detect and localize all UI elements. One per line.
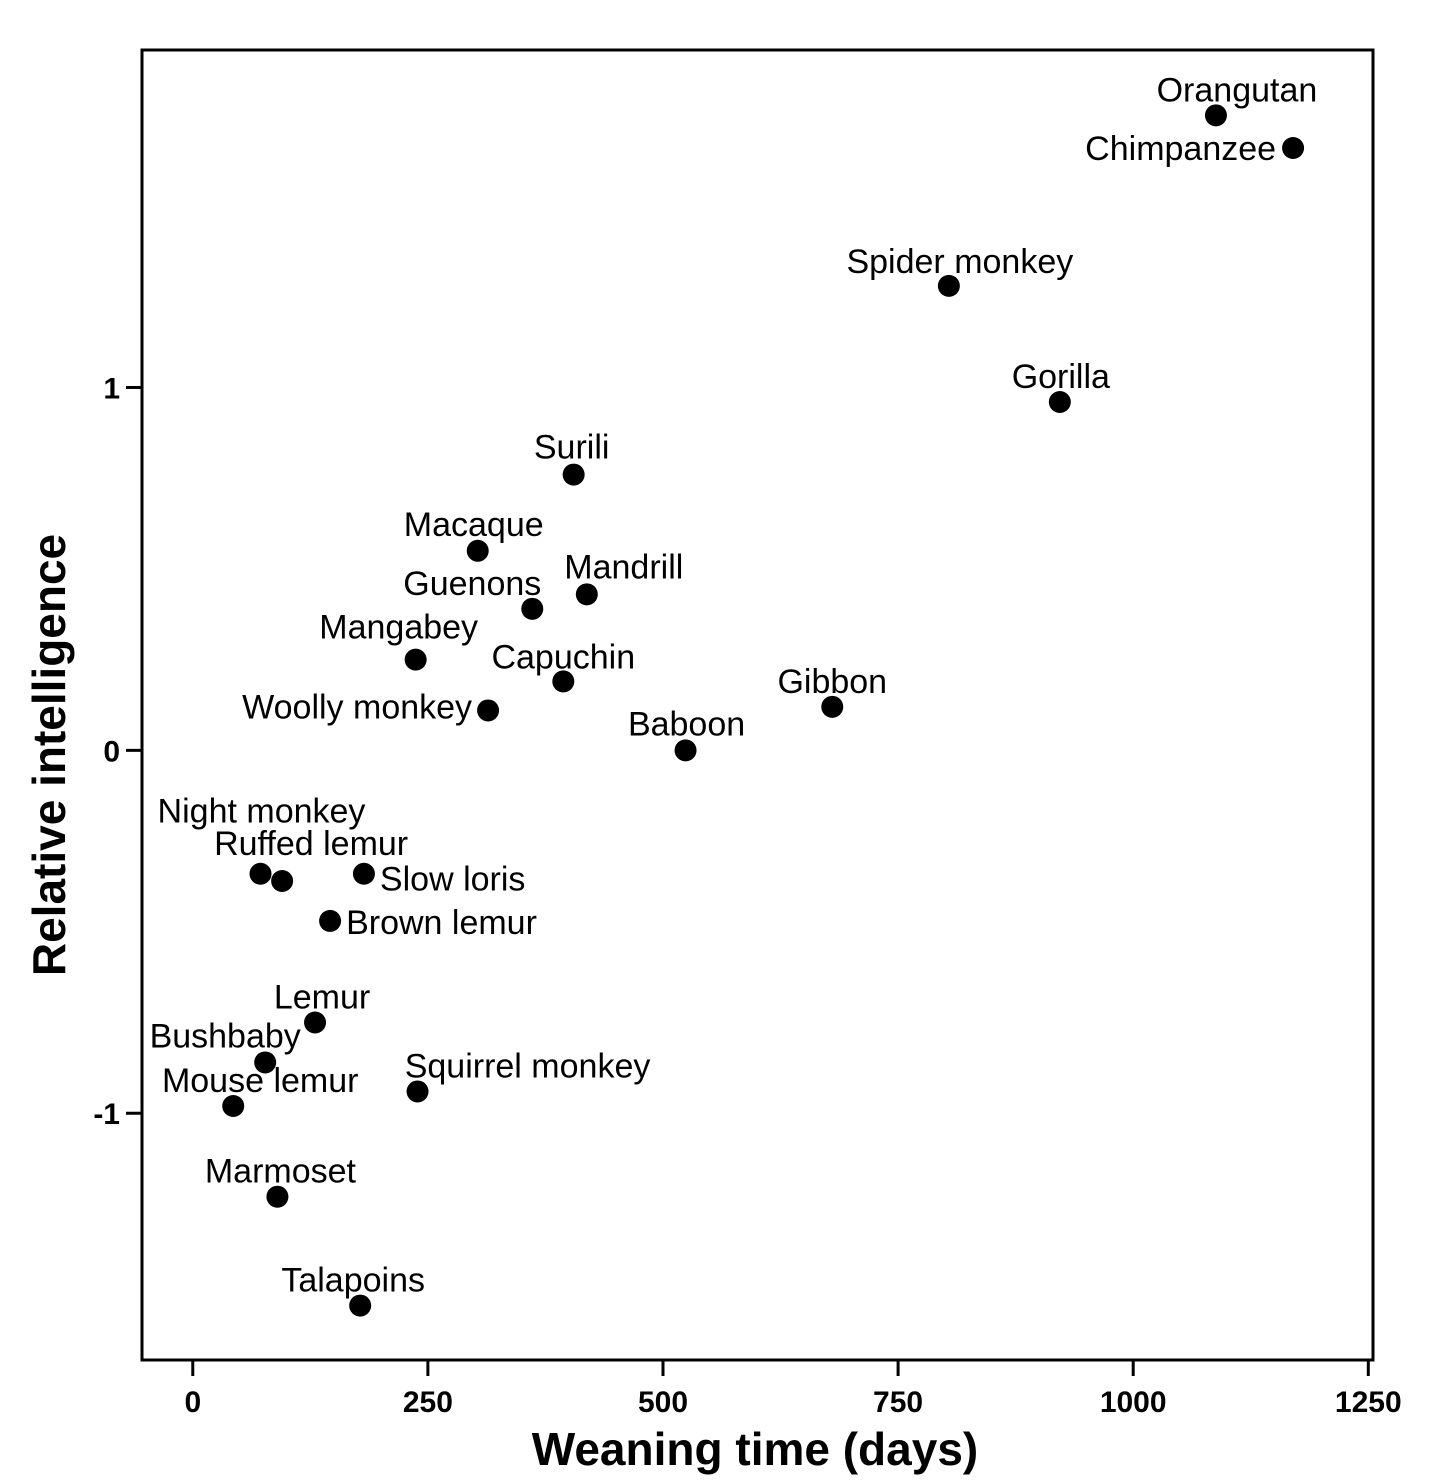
point-label: Woolly monkey: [242, 688, 472, 726]
point-label: Brown lemur: [346, 904, 537, 942]
x-axis: 0 250 500 750 1000 1250: [184, 1360, 1402, 1419]
point-label: Surili: [534, 429, 610, 467]
data-point: [1204, 104, 1227, 127]
data-point: [821, 695, 844, 718]
data-point: [222, 1094, 245, 1117]
point-label: Night monkey: [158, 793, 366, 831]
point-label: Marmoset: [205, 1153, 357, 1191]
y-axis: -1 0 1: [93, 372, 142, 1131]
y-tick-label: 1: [103, 372, 120, 405]
data-point: [521, 597, 544, 620]
point-label: Bushbaby: [150, 1017, 301, 1055]
data-point: [1282, 136, 1305, 159]
x-tick-label: 0: [184, 1386, 201, 1419]
data-point: [249, 862, 272, 885]
data-points: Orangutan Chimpanzee Spider monkey Gorilla S…: [150, 71, 1318, 1317]
data-point: [562, 463, 585, 486]
point-label: Gorilla: [1012, 358, 1110, 396]
x-tick-label: 500: [638, 1386, 688, 1419]
point-label: Mouse lemur: [162, 1062, 359, 1100]
x-tick-label: 250: [403, 1386, 453, 1419]
data-point: [552, 670, 575, 693]
x-tick-label: 1250: [1335, 1386, 1402, 1419]
data-point: [349, 1294, 372, 1317]
point-label: Lemur: [274, 979, 370, 1017]
point-label: Guenons: [403, 565, 541, 603]
y-axis-title: Relative intelligence: [23, 534, 75, 976]
y-tick-label: 0: [103, 735, 120, 768]
data-point: [352, 862, 375, 885]
x-tick-label: 750: [873, 1386, 923, 1419]
point-label: Slow loris: [380, 861, 525, 899]
plot-frame: [140, 48, 1375, 1362]
data-point: [477, 699, 500, 722]
point-label: Orangutan: [1157, 71, 1318, 109]
point-label: Talapoins: [281, 1262, 425, 1300]
point-label: Baboon: [628, 705, 745, 743]
point-label: Squirrel monkey: [405, 1047, 651, 1085]
data-point: [304, 1011, 327, 1034]
point-label: Gibbon: [777, 663, 887, 701]
data-point: [1048, 390, 1071, 413]
data-point: [319, 909, 342, 932]
data-point: [466, 539, 489, 562]
data-point: [937, 274, 960, 297]
point-label: Macaque: [404, 506, 544, 544]
y-tick-label: -1: [93, 1098, 120, 1131]
point-label: Mangabey: [319, 609, 478, 647]
point-label: Capuchin: [491, 638, 635, 676]
point-label: Mandrill: [564, 548, 683, 586]
point-label: Ruffed lemur: [214, 825, 408, 863]
data-point: [254, 1051, 277, 1074]
data-point: [404, 648, 427, 671]
data-point: [271, 869, 294, 892]
data-point: [406, 1080, 429, 1103]
x-tick-label: 1000: [1100, 1386, 1167, 1419]
data-point: [266, 1185, 289, 1208]
point-label: Spider monkey: [846, 243, 1073, 281]
data-point: [575, 583, 598, 606]
x-axis-title: Weaning time (days): [532, 1423, 978, 1475]
data-point: [674, 739, 697, 762]
point-label: Chimpanzee: [1085, 130, 1276, 168]
